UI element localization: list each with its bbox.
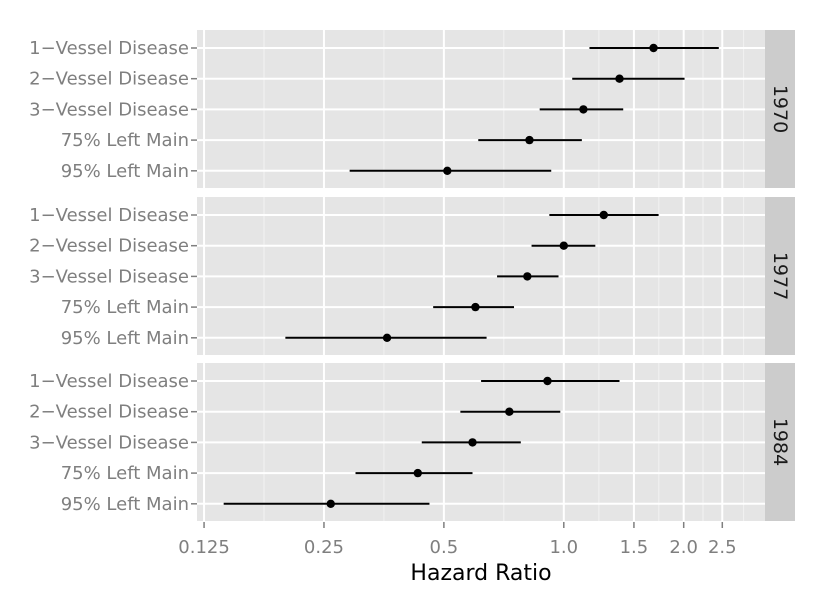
panel-1970: 1−Vessel Disease 2−Vessel Disease 3−Vessel… xyxy=(29,30,795,188)
panel-1984: 1−Vessel Disease 2−Vessel Disease 3−Vessel… xyxy=(29,363,795,521)
point-1977-95-left-main xyxy=(382,333,392,342)
point-1970-3-vessel-disease xyxy=(579,105,588,114)
x-axis: 0.125 0.25 0.5 1.0 1.5 2.0 2.5 xyxy=(178,522,737,558)
y-tick-label-75-left-main: 75% Left Main xyxy=(61,463,189,484)
x-axis-title: Hazard Ratio xyxy=(410,561,551,586)
y-tick-label-95-left-main: 95% Left Main xyxy=(61,328,189,349)
point-1984-75-left-main xyxy=(413,468,422,478)
point-1977-3-vessel-disease xyxy=(523,272,532,281)
y-tick-label-1-vessel-disease: 1−Vessel Disease xyxy=(29,38,189,59)
facet-strip xyxy=(765,197,795,355)
point-1977-2-vessel-disease xyxy=(559,241,568,250)
x-tick-label-2-0: 2.0 xyxy=(669,537,698,558)
y-tick-label-75-left-main: 75% Left Main xyxy=(61,130,189,151)
y-tick-label-3-vessel-disease: 3−Vessel Disease xyxy=(29,99,189,120)
panel-1977: 1−Vessel Disease 2−Vessel Disease 3−Vessel… xyxy=(29,197,795,355)
x-tick-label-0-5: 0.5 xyxy=(430,537,459,558)
point-1984-3-vessel-disease xyxy=(468,438,477,447)
x-tick-label-1-0: 1.0 xyxy=(549,537,578,558)
y-tick-label-3-vessel-disease: 3−Vessel Disease xyxy=(29,266,189,287)
x-tick-label-1-5: 1.5 xyxy=(620,537,649,558)
y-tick-label-2-vessel-disease: 2−Vessel Disease xyxy=(29,402,189,423)
x-tick-label-0-125: 0.125 xyxy=(178,537,230,558)
panels-layer: 1−Vessel Disease 2−Vessel Disease 3−Vessel… xyxy=(29,30,795,521)
point-1984-1-vessel-disease xyxy=(543,376,552,386)
point-1970-1-vessel-disease xyxy=(649,43,658,53)
point-1970-95-left-main xyxy=(443,166,452,175)
facet-strip-label: 1970 xyxy=(769,85,791,133)
facet-strip-label: 1977 xyxy=(769,252,791,300)
y-tick-label-2-vessel-disease: 2−Vessel Disease xyxy=(29,236,189,257)
x-tick-label-2-5: 2.5 xyxy=(708,537,737,558)
facet-strip xyxy=(765,363,795,521)
y-tick-label-2-vessel-disease: 2−Vessel Disease xyxy=(29,69,189,90)
facet-strip xyxy=(765,30,795,188)
y-tick-label-95-left-main: 95% Left Main xyxy=(61,494,189,515)
point-1970-2-vessel-disease xyxy=(615,74,624,83)
y-tick-label-95-left-main: 95% Left Main xyxy=(61,161,189,182)
facet-strip-label: 1984 xyxy=(769,418,791,466)
y-tick-label-1-vessel-disease: 1−Vessel Disease xyxy=(29,205,189,226)
y-tick-label-1-vessel-disease: 1−Vessel Disease xyxy=(29,371,189,392)
point-1984-95-left-main xyxy=(326,499,335,508)
point-1984-2-vessel-disease xyxy=(505,407,514,416)
y-tick-label-3-vessel-disease: 3−Vessel Disease xyxy=(29,432,189,453)
point-1977-1-vessel-disease xyxy=(599,210,608,220)
point-1977-75-left-main xyxy=(471,302,480,312)
x-tick-label-0-25: 0.25 xyxy=(304,537,344,558)
point-1970-75-left-main xyxy=(525,135,534,145)
y-tick-label-75-left-main: 75% Left Main xyxy=(61,297,189,318)
